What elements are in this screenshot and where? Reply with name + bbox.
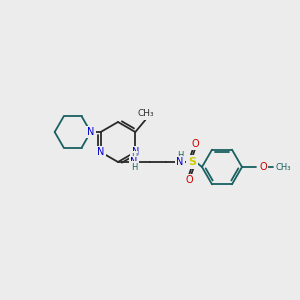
Text: O: O: [259, 162, 267, 172]
Text: N: N: [130, 157, 138, 167]
Text: N: N: [132, 147, 139, 157]
Text: H: H: [131, 163, 137, 172]
Text: CH₃: CH₃: [275, 163, 290, 172]
Text: S: S: [188, 157, 196, 167]
Text: H: H: [177, 152, 183, 160]
Text: H: H: [131, 152, 137, 161]
Text: N: N: [97, 147, 104, 157]
Text: O: O: [191, 139, 199, 149]
Text: CH₃: CH₃: [137, 110, 154, 118]
Text: O: O: [185, 175, 193, 185]
Text: N: N: [176, 157, 184, 167]
Text: N: N: [87, 127, 94, 137]
